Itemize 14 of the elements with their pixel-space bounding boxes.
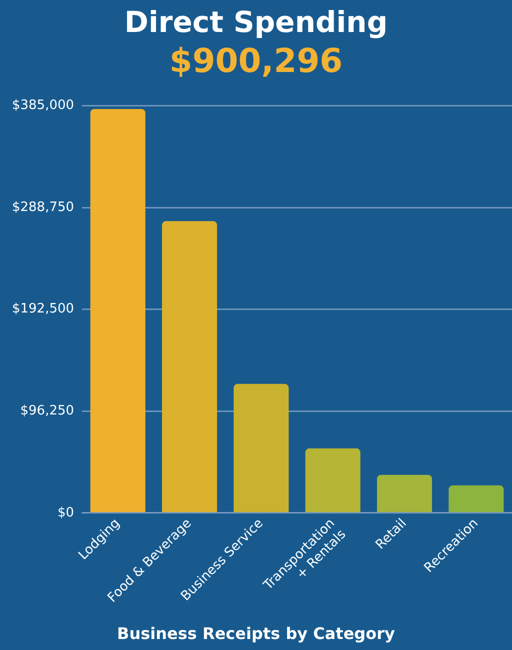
x-axis-title: Business Receipts by Category (116, 624, 396, 643)
bar (90, 108, 146, 512)
bar (305, 448, 360, 512)
bar (162, 221, 218, 512)
bar (234, 384, 289, 512)
y-tick-label: $96,250 (20, 404, 74, 419)
bar (376, 474, 432, 512)
y-tick-label: $0 (57, 505, 74, 520)
y-tick-label: $288,750 (12, 200, 74, 215)
chart-subtitle: $900,296 (168, 40, 344, 82)
y-tick-label: $385,000 (12, 98, 74, 114)
chart-title: Direct Spending (123, 4, 389, 40)
bar (448, 485, 504, 512)
y-tick-label: $192,500 (12, 302, 74, 317)
